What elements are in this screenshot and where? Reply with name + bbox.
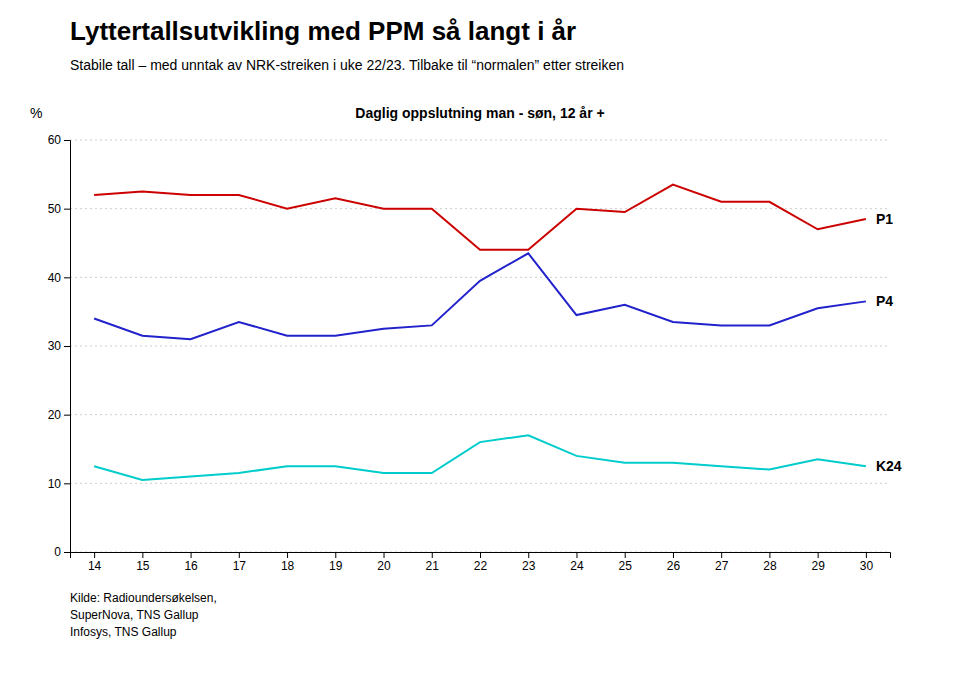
x-tick-mark [335, 552, 336, 558]
y-axis-title: % [30, 105, 42, 121]
y-tick: 0 [54, 545, 70, 559]
x-tick-label: 28 [763, 559, 777, 573]
x-tick: 14 [88, 552, 102, 573]
x-tick: 27 [715, 552, 729, 573]
x-tick-mark [142, 552, 143, 558]
x-tick-mark [818, 552, 819, 558]
y-tick-label: 10 [48, 477, 62, 491]
x-tick-label: 20 [377, 559, 391, 573]
grid-line [70, 208, 890, 209]
y-tick-label: 0 [54, 545, 61, 559]
series-line [94, 253, 866, 339]
grid-line [70, 483, 890, 484]
x-tick-label: 21 [426, 559, 440, 573]
grid-line [70, 277, 890, 278]
x-tick-mark [287, 552, 288, 558]
x-tick: 15 [136, 552, 150, 573]
series-line [94, 185, 866, 250]
y-tick: 20 [48, 408, 70, 422]
x-tick: 25 [619, 552, 633, 573]
x-tick: 22 [474, 552, 488, 573]
x-tick-mark [384, 552, 385, 558]
x-tick: 19 [329, 552, 343, 573]
plot-area: 14 15 16 17 18 19 20 21 22 23 24 25 26 27 28 29 30 0 10 20 3… [48, 133, 902, 572]
x-axis: 14 15 16 17 18 19 20 21 22 23 24 25 26 27 28 29 30 [71, 552, 891, 573]
x-tick-mark [239, 552, 240, 558]
y-tick-mark [64, 277, 70, 278]
grid-line [70, 346, 890, 347]
y-tick-label: 30 [48, 339, 62, 353]
subtitle: Stabile tall – med unntak av NRK-streike… [70, 57, 624, 73]
grid [70, 140, 890, 552]
x-tick-mark [480, 552, 481, 558]
series-label: K24 [876, 458, 902, 474]
x-tick: 23 [522, 552, 536, 573]
x-tick-label: 17 [233, 559, 247, 573]
y-tick-mark [64, 415, 70, 416]
lines [94, 185, 866, 480]
x-tick-label: 18 [281, 559, 295, 573]
grid-line [70, 414, 890, 415]
x-tick-mark [769, 552, 770, 558]
x-tick-label: 29 [811, 559, 825, 573]
title: Lyttertallsutvikling med PPM så langt i … [70, 16, 576, 46]
x-tick-mark [191, 552, 192, 558]
x-tick-label: 16 [184, 559, 198, 573]
y-tick: 10 [48, 477, 70, 491]
x-tick-mark [673, 552, 674, 558]
x-tick: 26 [667, 552, 681, 573]
x-tick: 16 [184, 552, 198, 573]
x-tick-mark [432, 552, 433, 558]
y-tick-label: 40 [48, 271, 62, 285]
y-tick-mark [64, 483, 70, 484]
chart: Lyttertallsutvikling med PPM så langt i … [0, 0, 960, 682]
source: Kilde: Radioundersøkelsen,SuperNova, TNS… [70, 591, 217, 639]
x-tick: 18 [281, 552, 295, 573]
x-tick-mark [94, 552, 95, 558]
x-tick: 30 [860, 552, 874, 573]
y-tick: 40 [48, 271, 70, 285]
y-axis: 0 10 20 30 40 50 60 [48, 133, 71, 559]
x-tick: 24 [570, 552, 584, 573]
plot-title: Daglig oppslutning man - søn, 12 år + [355, 105, 604, 121]
x-tick-label: 15 [136, 559, 150, 573]
x-tick-label: 27 [715, 559, 729, 573]
x-tick-mark [625, 552, 626, 558]
x-tick: 29 [811, 552, 825, 573]
y-tick-mark [64, 346, 70, 347]
x-tick-label: 25 [619, 559, 633, 573]
x-tick: 20 [377, 552, 391, 573]
x-tick-mark [576, 552, 577, 558]
x-tick-label: 23 [522, 559, 536, 573]
grid-line [70, 140, 890, 141]
series-label: P4 [876, 293, 893, 309]
series-label: P1 [876, 211, 893, 227]
x-tick-label: 26 [667, 559, 681, 573]
y-tick-mark [64, 140, 70, 141]
x-tick-label: 30 [860, 559, 874, 573]
x-tick: 28 [763, 552, 777, 573]
y-axis-line [64, 141, 71, 553]
x-tick-mark [528, 552, 529, 558]
x-tick-label: 24 [570, 559, 584, 573]
y-tick: 50 [48, 202, 70, 216]
x-tick-mark [721, 552, 722, 558]
x-tick: 17 [233, 552, 247, 573]
x-tick-label: 22 [474, 559, 488, 573]
x-axis-line [71, 553, 891, 559]
y-tick-label: 20 [48, 408, 62, 422]
y-tick-label: 60 [48, 133, 62, 147]
y-tick-label: 50 [48, 202, 62, 216]
series-line [94, 435, 866, 480]
x-tick-label: 14 [88, 559, 102, 573]
x-tick-mark [866, 552, 867, 558]
y-tick-mark [64, 552, 70, 553]
series-labels: P1 P4 K24 [876, 211, 902, 474]
y-tick: 60 [48, 133, 70, 147]
x-tick-label: 19 [329, 559, 343, 573]
y-tick-mark [64, 209, 70, 210]
x-tick: 21 [426, 552, 440, 573]
y-tick: 30 [48, 339, 70, 353]
